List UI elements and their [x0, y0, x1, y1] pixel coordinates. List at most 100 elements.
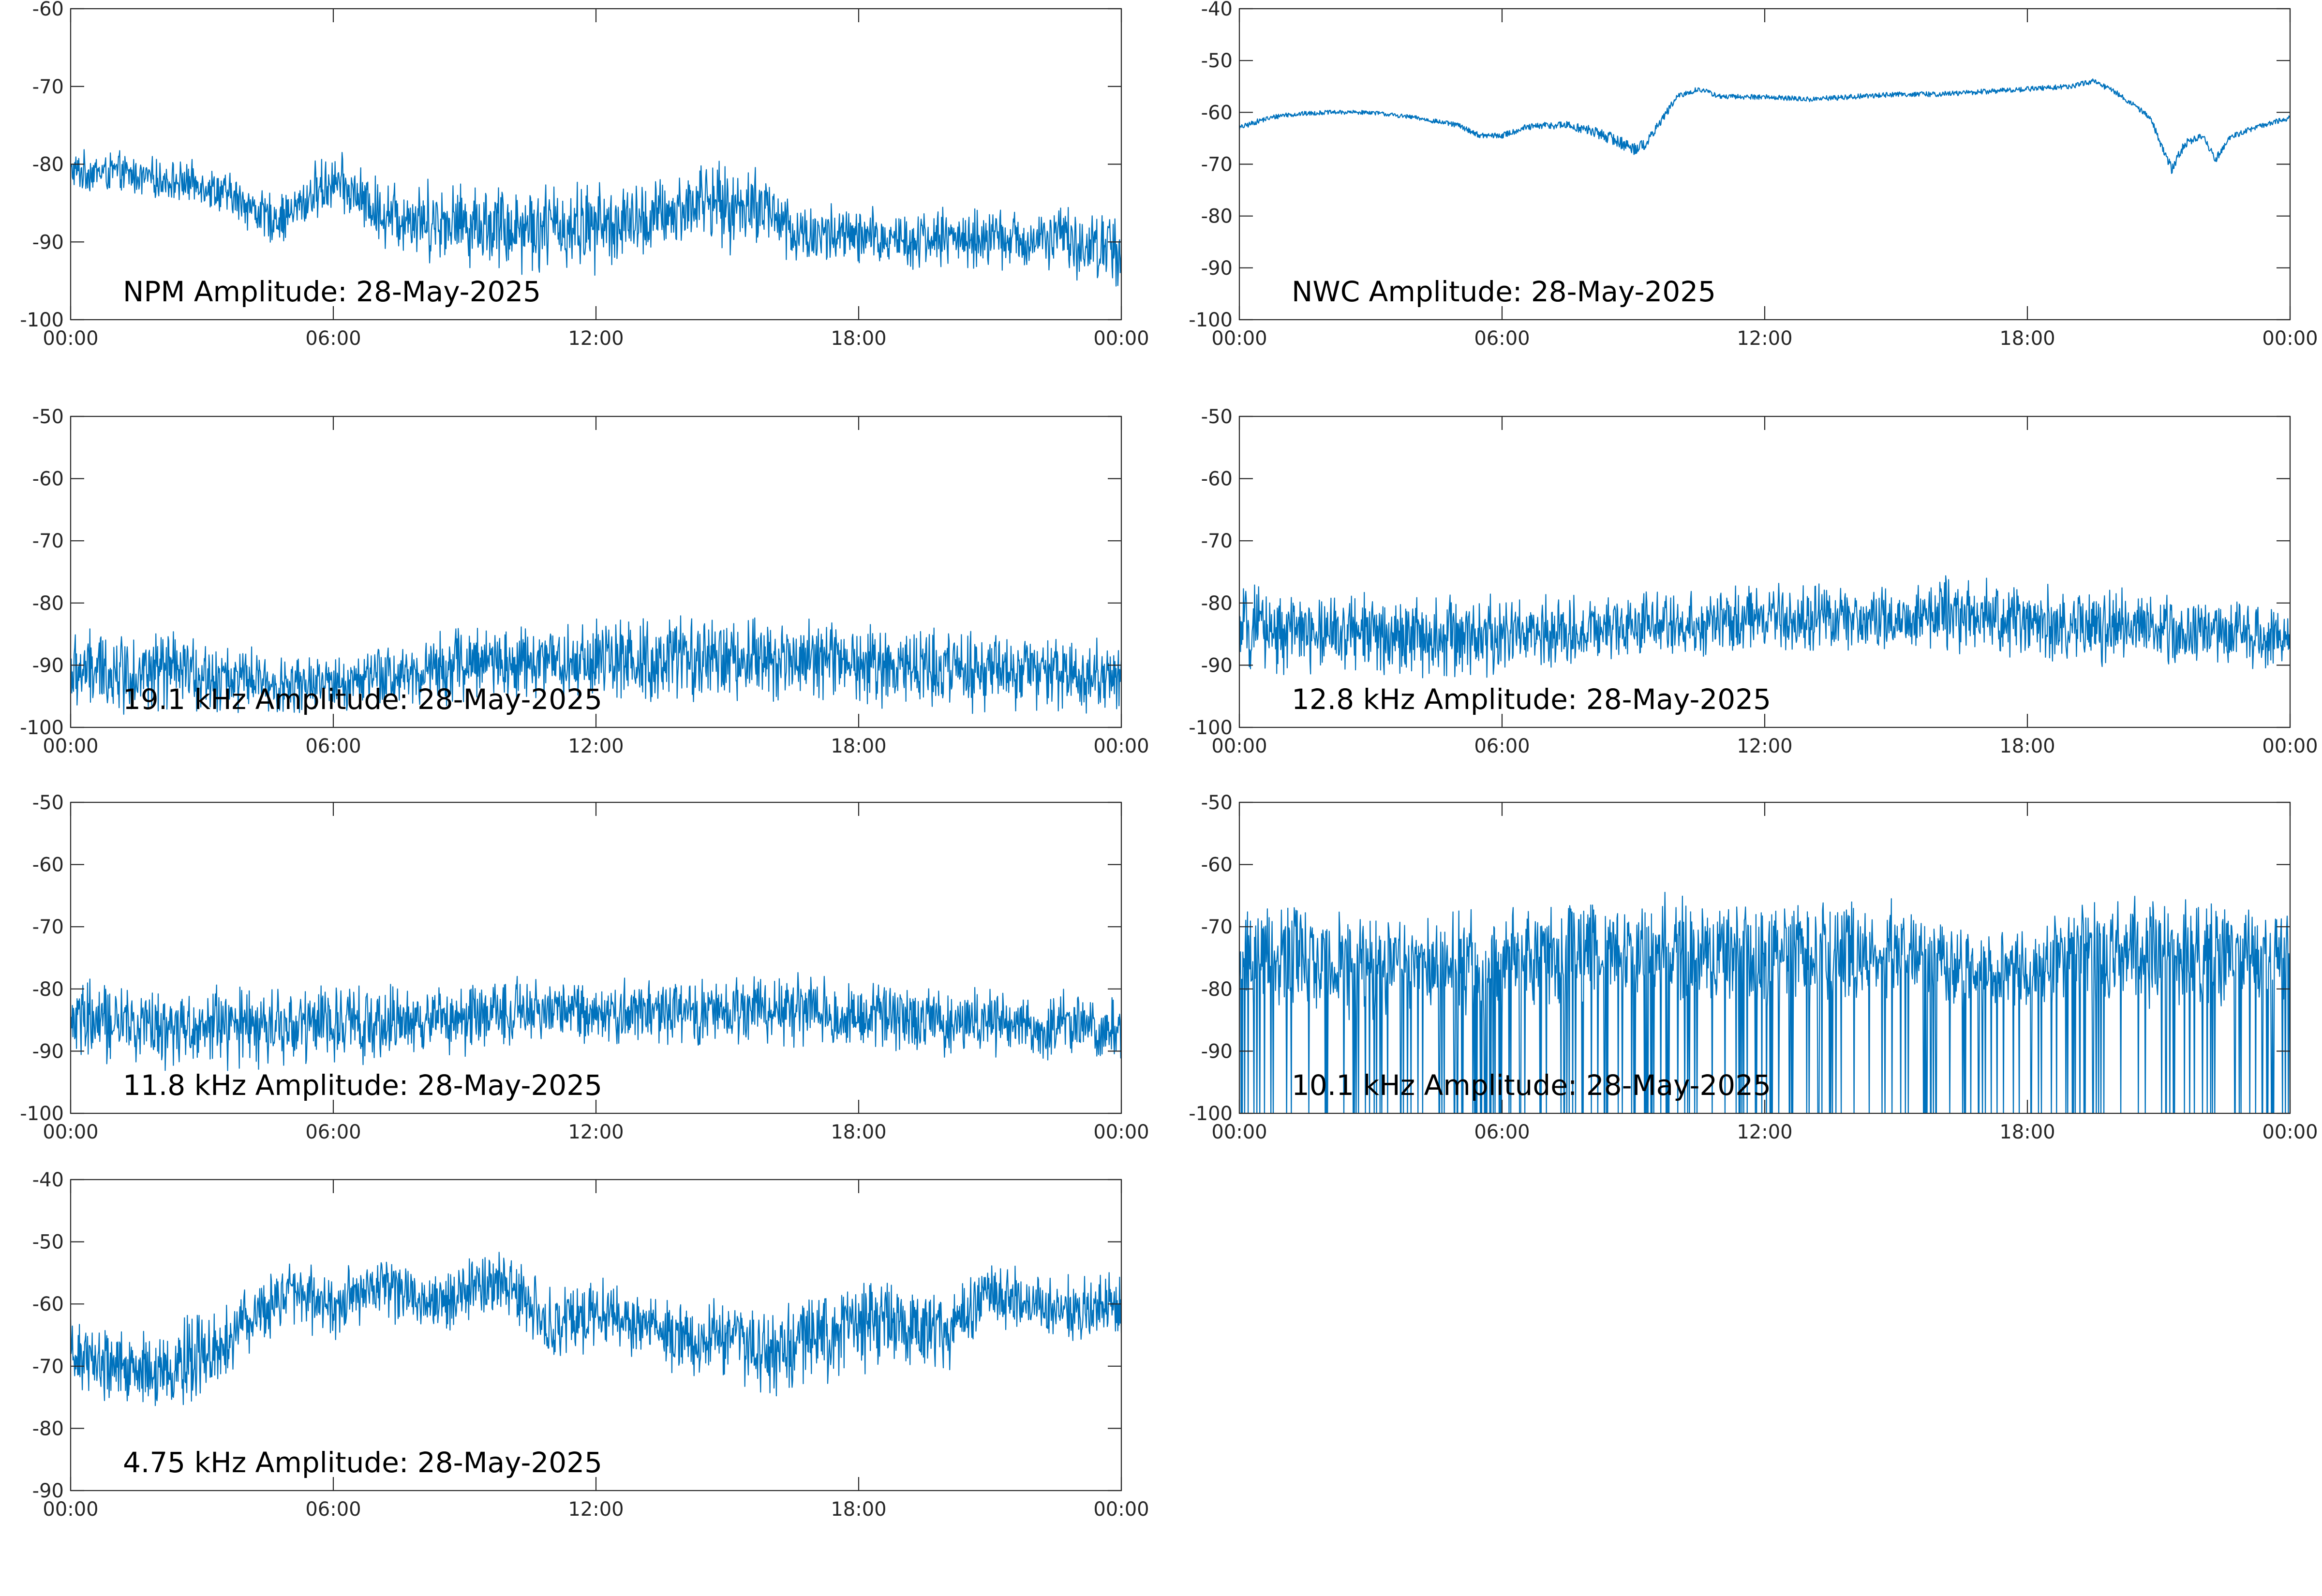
y-tick-label: -40 [1201, 0, 1233, 20]
x-tick-label: 18:00 [831, 1121, 886, 1143]
trace-group [1239, 575, 2290, 679]
x-tick-label: 18:00 [831, 735, 886, 757]
x-tick-label: 00:00 [43, 1121, 98, 1143]
x-tick-label: 18:00 [831, 1498, 886, 1521]
panel-title: 12.8 kHz Amplitude: 28-May-2025 [1292, 683, 1771, 716]
y-tick-label: -60 [32, 468, 64, 490]
y-tick-label: -90 [32, 231, 64, 253]
trace-group [1239, 78, 2290, 174]
trace-group [1239, 891, 2290, 1113]
x-tick-label: 12:00 [568, 1121, 624, 1143]
x-tick-label: 12:00 [568, 1498, 624, 1521]
y-tick-label: -100 [1189, 717, 1233, 739]
y-tick-label: -80 [1201, 978, 1233, 1001]
trace-group [71, 972, 1121, 1071]
y-tick-label: -60 [1201, 854, 1233, 876]
x-tick-label: 00:00 [1211, 327, 1267, 350]
x-tick-label: 18:00 [1999, 735, 2055, 757]
y-tick-label: -70 [1201, 530, 1233, 552]
x-tick-label: 00:00 [43, 1498, 98, 1521]
y-tick-label: -80 [1201, 206, 1233, 228]
y-tick-label: -80 [1201, 592, 1233, 615]
y-tick-label: -50 [32, 1231, 64, 1254]
y-tick-label: -50 [1201, 792, 1233, 814]
x-tick-label: 00:00 [1093, 1498, 1149, 1521]
x-tick-label: 00:00 [43, 735, 98, 757]
y-tick-label: -100 [1189, 1103, 1233, 1125]
y-tick-label: -50 [1201, 50, 1233, 72]
x-tick-label: 12:00 [568, 327, 624, 350]
x-tick-label: 06:00 [1474, 327, 1530, 350]
y-tick-label: -70 [32, 530, 64, 552]
x-tick-label: 00:00 [1093, 735, 1149, 757]
y-tick-label: -80 [32, 592, 64, 615]
y-tick-label: -90 [32, 1480, 64, 1502]
y-tick-label: -80 [32, 1418, 64, 1440]
x-tick-label: 06:00 [1474, 1121, 1530, 1143]
y-tick-label: -70 [1201, 916, 1233, 938]
y-tick-label: -60 [32, 1293, 64, 1315]
x-tick-label: 00:00 [2262, 735, 2318, 757]
amplitude-trace [1239, 78, 2290, 174]
x-tick-label: 00:00 [2262, 327, 2318, 350]
y-tick-label: -90 [32, 1040, 64, 1063]
x-tick-label: 06:00 [305, 1121, 361, 1143]
x-tick-label: 00:00 [1211, 735, 1267, 757]
y-tick-label: -50 [32, 792, 64, 814]
amplitude-trace [1239, 891, 2290, 1113]
panel-title: 10.1 kHz Amplitude: 28-May-2025 [1292, 1069, 1771, 1102]
y-tick-label: -70 [32, 1356, 64, 1378]
y-tick-label: -80 [32, 978, 64, 1001]
amplitude-trace [71, 1252, 1121, 1406]
panel-title: 11.8 kHz Amplitude: 28-May-2025 [123, 1069, 602, 1102]
axes-box [1238, 8, 2291, 321]
x-tick-label: 00:00 [2262, 1121, 2318, 1143]
x-tick-label: 12:00 [568, 735, 624, 757]
y-tick-label: -60 [32, 854, 64, 876]
x-tick-label: 06:00 [1474, 735, 1530, 757]
x-tick-label: 00:00 [1211, 1121, 1267, 1143]
y-tick-label: -60 [1201, 102, 1233, 124]
x-tick-label: 06:00 [305, 735, 361, 757]
panel-title: 4.75 kHz Amplitude: 28-May-2025 [123, 1446, 602, 1479]
x-tick-label: 06:00 [305, 1498, 361, 1521]
panel-title: NWC Amplitude: 28-May-2025 [1292, 275, 1716, 308]
x-tick-label: 00:00 [1093, 1121, 1149, 1143]
y-tick-label: -80 [32, 154, 64, 176]
y-tick-label: -60 [1201, 468, 1233, 490]
x-tick-label: 18:00 [1999, 327, 2055, 350]
x-tick-label: 12:00 [1737, 327, 1792, 350]
x-tick-label: 18:00 [831, 327, 886, 350]
y-tick-label: -90 [32, 654, 64, 677]
y-tick-label: -50 [1201, 406, 1233, 428]
y-tick-label: -70 [32, 76, 64, 98]
y-tick-label: -40 [32, 1169, 64, 1191]
y-tick-label: -90 [1201, 1040, 1233, 1063]
axes-box [70, 1179, 1122, 1492]
x-tick-label: 00:00 [1093, 327, 1149, 350]
y-tick-label: -70 [32, 916, 64, 938]
amplitude-trace [71, 149, 1121, 287]
y-tick-label: -90 [1201, 257, 1233, 280]
y-tick-label: -100 [1189, 309, 1233, 331]
amplitude-trace [71, 615, 1121, 715]
x-tick-label: 00:00 [43, 327, 98, 350]
y-tick-label: -100 [20, 309, 64, 331]
y-tick-label: -100 [20, 717, 64, 739]
amplitude-trace [71, 972, 1121, 1071]
y-tick-label: -90 [1201, 654, 1233, 677]
trace-group [71, 1252, 1121, 1406]
panel-title: 19.1 kHz Amplitude: 28-May-2025 [123, 683, 602, 716]
trace-group [71, 149, 1121, 287]
y-tick-label: -100 [20, 1103, 64, 1125]
x-tick-label: 18:00 [1999, 1121, 2055, 1143]
y-tick-label: -50 [32, 406, 64, 428]
x-tick-label: 12:00 [1737, 735, 1792, 757]
y-tick-label: -70 [1201, 154, 1233, 176]
